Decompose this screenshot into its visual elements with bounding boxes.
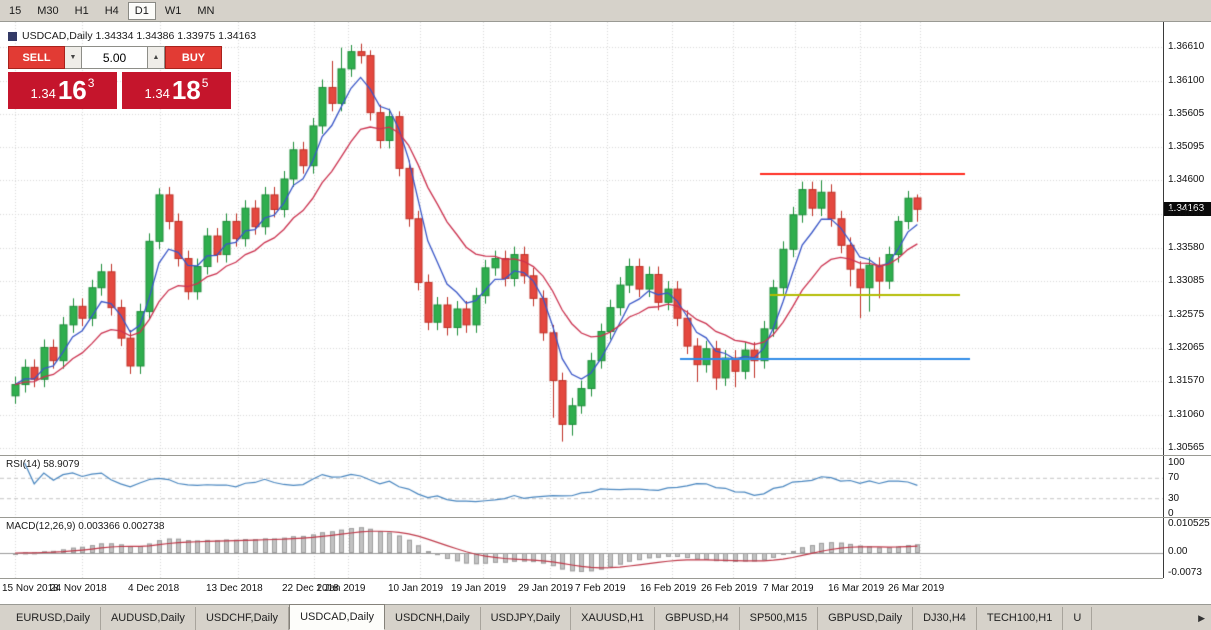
price-axis-label: 1.30565 [1168, 441, 1205, 453]
date-axis-label: 26 Feb 2019 [701, 583, 758, 594]
symbol-ohlc-text: USDCAD,Daily 1.34334 1.34386 1.33975 1.3… [22, 30, 257, 42]
date-axis-label: 13 Dec 2018 [206, 583, 263, 594]
macd-scale-label: 0.00 [1168, 546, 1188, 557]
chevron-up-icon: ▲ [152, 54, 160, 61]
chart-tab-dj30-h4[interactable]: DJ30,H4 [913, 607, 977, 630]
sell-button[interactable]: SELL [8, 46, 65, 69]
timeframe-button-w1[interactable]: W1 [164, 4, 182, 17]
timeframe-button-15[interactable]: 15 [9, 4, 22, 17]
volume-input[interactable] [82, 46, 148, 69]
sell-price-display[interactable]: 1.34 16 3 [8, 72, 117, 109]
trade-prices-row: 1.34 16 3 1.34 18 5 [8, 72, 231, 109]
panel-separator[interactable] [0, 517, 1211, 518]
chart-tab-audusd-daily[interactable]: AUDUSD,Daily [101, 607, 196, 630]
chart-tab-gbpusd-h4[interactable]: GBPUSD,H4 [655, 607, 740, 630]
rsi-scale-label: 0 [1168, 508, 1174, 519]
macd-scale-label: 0.010525 [1168, 518, 1210, 529]
tab-scroll-right-icon[interactable]: ▶ [1198, 613, 1205, 623]
chart-tab-eurusd-daily[interactable]: EURUSD,Daily [6, 607, 101, 630]
chevron-down-icon: ▼ [69, 54, 77, 61]
buy-price-sup: 5 [201, 75, 209, 90]
date-axis-label: 24 Nov 2018 [50, 583, 107, 594]
buy-price-display[interactable]: 1.34 18 5 [122, 72, 231, 109]
rsi-scale-label: 100 [1168, 457, 1185, 468]
price-axis-label: 1.34600 [1168, 174, 1205, 186]
timeframe-toolbar: 15 M30 H1 H4 D1 W1 MN [0, 0, 1211, 22]
timeframe-button-h1[interactable]: H1 [74, 4, 89, 17]
sell-price-head: 1.34 [30, 86, 56, 101]
price-axis-label: 1.32575 [1168, 308, 1205, 320]
chart-tab-bar: EURUSD,Daily AUDUSD,Daily USDCHF,Daily USDC… [0, 604, 1211, 630]
price-axis-label: 1.36610 [1168, 41, 1205, 52]
buy-price-head: 1.34 [144, 86, 170, 101]
price-axis-label: 1.35095 [1168, 141, 1205, 153]
price-axis-label: 1.31060 [1168, 409, 1205, 421]
date-axis-label: 26 Mar 2019 [888, 583, 945, 594]
chart-tab-tech100-h1[interactable]: TECH100,H1 [977, 607, 1064, 630]
macd-scale-label: -0.0073 [1168, 567, 1202, 578]
macd-indicator-label: MACD(12,26,9) 0.003366 0.002738 [6, 521, 165, 532]
date-axis-label: 7 Feb 2019 [575, 583, 626, 594]
price-axis[interactable]: 1.34163 1.36610 1.36100 1.35605 1.35095 1.34… [1163, 22, 1211, 578]
timeframe-button-h4[interactable]: H4 [104, 4, 119, 17]
price-axis-label: 1.36100 [1168, 74, 1205, 86]
current-price-tag: 1.34163 [1164, 202, 1211, 217]
date-axis-label: 7 Mar 2019 [763, 583, 814, 594]
price-axis-label: 1.35605 [1168, 107, 1205, 119]
candlestick-chart[interactable] [0, 22, 1163, 578]
chart-tab-u[interactable]: U [1063, 607, 1093, 630]
rsi-indicator-label: RSI(14) 58.9079 [6, 459, 80, 470]
trade-controls-row: SELL ▼ ▲ BUY [8, 46, 231, 69]
sell-price-sup: 3 [87, 75, 95, 90]
date-axis[interactable]: 15 Nov 2018 24 Nov 2018 4 Dec 2018 13 Dec 2… [0, 578, 1163, 604]
chart-tab-usdjpy-daily[interactable]: USDJPY,Daily [481, 607, 572, 630]
date-axis-label: 16 Mar 2019 [828, 583, 885, 594]
date-axis-label: 29 Jan 2019 [518, 583, 574, 594]
buy-price-main: 18 [171, 75, 201, 105]
price-axis-label: 1.32065 [1168, 342, 1205, 354]
chart-tab-sp500-m15[interactable]: SP500,M15 [740, 607, 819, 630]
chart-tab-usdcad-daily[interactable]: USDCAD,Daily [289, 604, 386, 630]
price-axis-label: 1.33085 [1168, 274, 1205, 286]
timeframe-button-m30[interactable]: M30 [37, 4, 59, 17]
chart-symbol-ohlc-label: USDCAD,Daily 1.34334 1.34386 1.33975 1.3… [8, 30, 256, 42]
date-axis-label: 15 Nov 2018 [2, 583, 59, 594]
rsi-scale-label: 70 [1168, 472, 1180, 484]
chart-tab-xauusd-h1[interactable]: XAUUSD,H1 [571, 607, 656, 630]
price-axis-label: 1.33580 [1168, 241, 1205, 253]
date-axis-label: 4 Dec 2018 [128, 583, 180, 594]
date-axis-label: 1 Jan 2019 [316, 583, 366, 594]
sell-price-main: 16 [57, 75, 87, 105]
volume-increase-button[interactable]: ▲ [148, 46, 165, 69]
rsi-scale-label: 30 [1168, 492, 1180, 504]
date-axis-label: 10 Jan 2019 [388, 583, 444, 594]
timeframe-button-mn[interactable]: MN [197, 4, 215, 17]
chart-tab-gbpusd-daily[interactable]: GBPUSD,Daily [818, 607, 914, 630]
panel-separator[interactable] [0, 455, 1211, 456]
chart-tab-usdchf-daily[interactable]: USDCHF,Daily [196, 607, 290, 630]
price-axis-label: 1.31570 [1168, 375, 1205, 387]
chart-tab-usdcnh-daily[interactable]: USDCNH,Daily [385, 607, 481, 630]
timeframe-button-d1[interactable]: D1 [127, 1, 156, 20]
buy-button[interactable]: BUY [165, 46, 222, 69]
price-axis-label: 1.34090 [1168, 208, 1205, 220]
date-axis-label: 22 Dec 2018 [282, 583, 339, 594]
date-axis-label: 19 Jan 2019 [451, 583, 507, 594]
chart-icon [8, 31, 17, 41]
date-axis-label: 16 Feb 2019 [640, 583, 697, 594]
volume-decrease-button[interactable]: ▼ [65, 46, 82, 69]
